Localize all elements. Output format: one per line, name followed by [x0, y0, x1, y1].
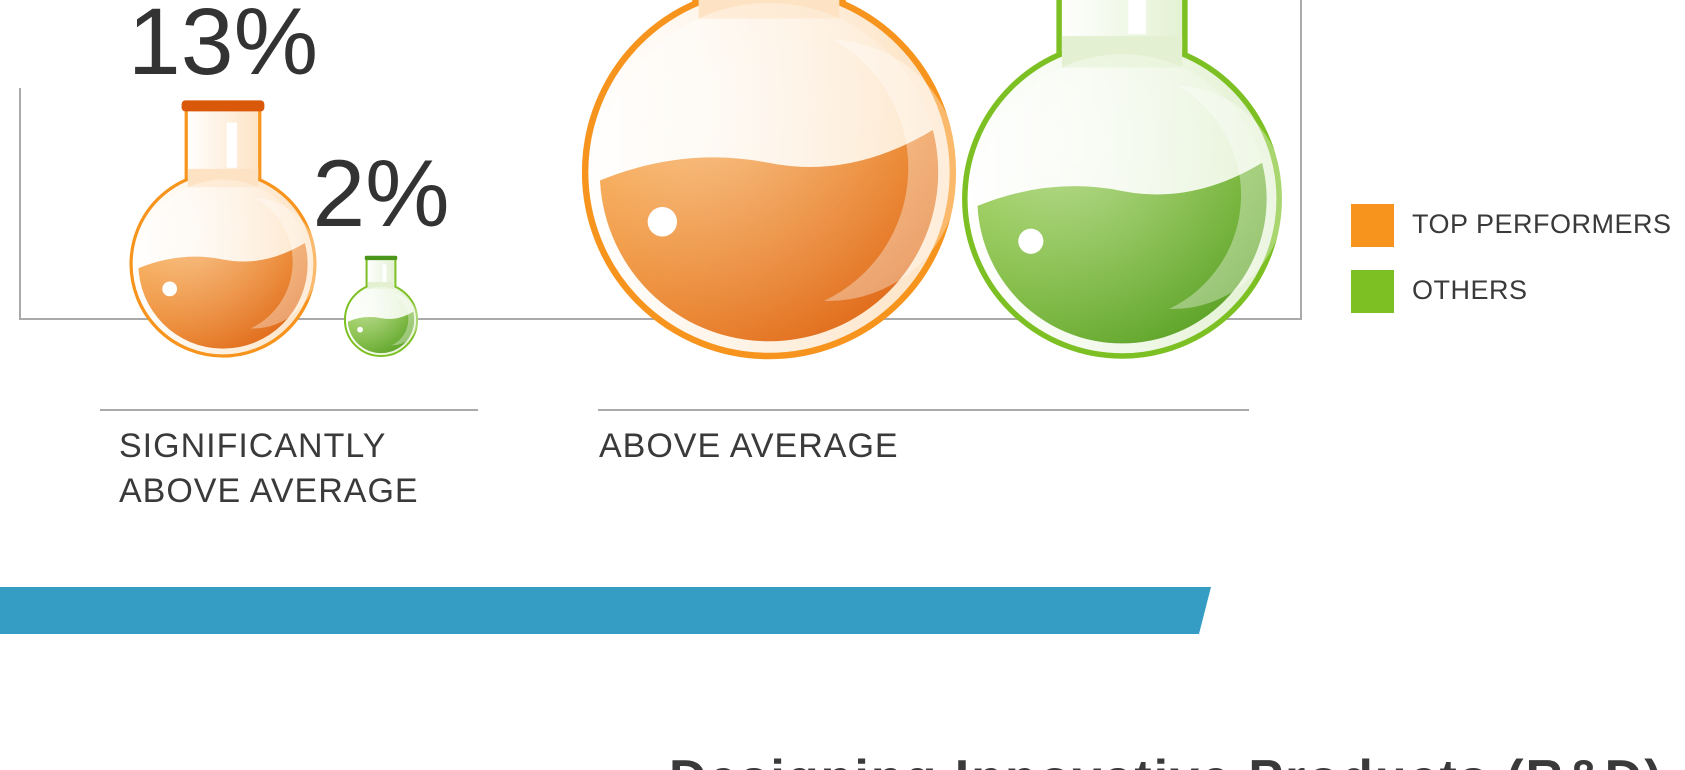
neck-shine — [1128, 0, 1146, 34]
flask-lip — [182, 100, 265, 111]
legend-label: TOP PERFORMERS — [1412, 209, 1672, 240]
legend-swatch — [1351, 204, 1394, 247]
bubble — [648, 207, 677, 236]
infographic: Designing Innovative Products (R&D) 13% 2… — [0, 0, 1685, 770]
flask-lip — [365, 256, 397, 260]
legend-swatch — [1351, 270, 1394, 313]
legend-label: OTHERS — [1412, 275, 1528, 306]
banner — [0, 587, 1211, 634]
value-label: 13% — [128, 0, 318, 95]
flask — [131, 100, 318, 356]
category-label: ABOVE AVERAGE — [599, 424, 1250, 469]
bubble — [357, 327, 363, 333]
neck-shine — [382, 264, 386, 282]
value-label: 2% — [312, 141, 449, 247]
section-title: Designing Innovative Products (R&D) — [669, 750, 1664, 770]
bubble — [162, 282, 177, 297]
chart: Designing Innovative Products (R&D) 13% 2… — [0, 0, 1685, 770]
bubble — [1018, 229, 1043, 254]
flask — [345, 256, 418, 356]
neck-shine — [227, 122, 237, 167]
flask — [585, 0, 959, 356]
flask — [965, 0, 1285, 356]
category-label: SIGNIFICANTLY ABOVE AVERAGE — [119, 424, 499, 514]
